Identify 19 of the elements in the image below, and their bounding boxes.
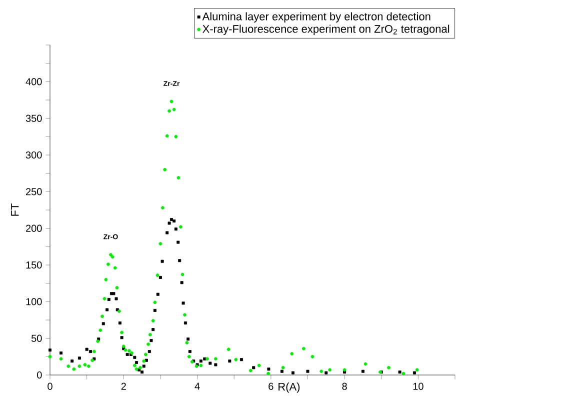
y-tick-label: 150 (26, 261, 42, 269)
x-tick-label: 2 (121, 382, 126, 390)
x-tick-label: 8 (342, 382, 347, 390)
y-tick-label: 200 (26, 224, 42, 232)
y-tick-label: 350 (26, 114, 42, 122)
y-tick-label: 0 (37, 371, 42, 379)
x-axis-title: R(A) (278, 382, 300, 393)
x-tick-label: 10 (413, 382, 424, 390)
legend-label: Alumina layer experiment by electron detection (202, 12, 430, 23)
legend-label: X-ray-Fluorescence experiment on ZrO$_{2}$ tetragonal (202, 24, 450, 35)
y-axis-title: FT (11, 204, 19, 216)
y-tick-label: 50 (31, 334, 42, 342)
y-tick-label: 400 (26, 78, 42, 86)
x-tick-label: 6 (268, 382, 274, 390)
y-tick-label: 300 (26, 151, 42, 159)
x-tick-label: 4 (194, 382, 200, 390)
y-tick-label: 250 (26, 188, 42, 196)
y-tick-label: 100 (26, 298, 42, 306)
x-tick-label: 0 (48, 382, 52, 390)
